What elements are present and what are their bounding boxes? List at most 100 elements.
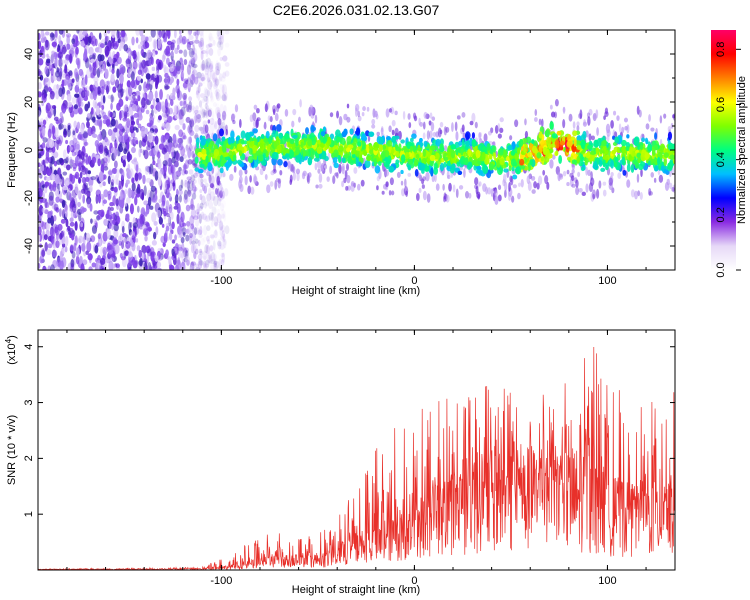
noise-speckle [63, 127, 67, 136]
noise-speckle [65, 43, 71, 50]
signal-cell [205, 155, 209, 163]
signal-cell [220, 159, 225, 167]
noise-speckle [91, 225, 98, 234]
noise-speckle [212, 254, 217, 260]
signal-cell [429, 145, 436, 151]
noise-speckle [186, 64, 192, 75]
noise-speckle [190, 243, 195, 254]
noise-speckle [154, 143, 159, 152]
noise-speckle [143, 185, 147, 197]
noise-speckle [198, 233, 203, 239]
noise-speckle [135, 193, 141, 198]
signal-halo [455, 188, 459, 199]
signal-halo [422, 190, 427, 201]
signal-cell [227, 136, 232, 145]
signal-cell [600, 167, 606, 172]
noise-speckle [73, 120, 77, 129]
signal-cell [626, 163, 631, 172]
spectrogram-signal-band [194, 98, 675, 206]
signal-cell [472, 159, 478, 166]
noise-speckle [208, 32, 214, 43]
noise-speckle [221, 115, 225, 121]
noise-speckle [38, 58, 44, 66]
noise-speckle [47, 265, 51, 270]
noise-speckle [219, 244, 225, 250]
signal-halo [590, 135, 595, 141]
noise-speckle [135, 90, 141, 97]
svg-text:2: 2 [23, 455, 35, 461]
noise-speckle [169, 259, 173, 265]
noise-speckle [145, 109, 150, 115]
signal-cell [289, 138, 295, 145]
noise-speckle [210, 234, 215, 240]
signal-halo [418, 187, 422, 194]
noise-speckle [135, 30, 141, 36]
noise-speckle [180, 252, 185, 259]
noise-speckle [156, 158, 160, 165]
svg-text:-40: -40 [23, 238, 35, 254]
signal-cell [468, 156, 473, 162]
noise-speckle [214, 65, 220, 76]
noise-speckle [75, 36, 79, 46]
noise-speckle [71, 96, 77, 104]
noise-speckle [182, 231, 186, 237]
noise-speckle [61, 59, 65, 64]
noise-speckle [189, 52, 195, 64]
noise-speckle [214, 120, 218, 130]
noise-speckle [42, 137, 48, 143]
noise-speckle [85, 232, 91, 243]
noise-speckle [200, 211, 205, 220]
noise-speckle [213, 230, 218, 239]
signal-halo [538, 118, 542, 126]
signal-cell [430, 167, 434, 177]
noise-speckle [146, 98, 149, 105]
noise-speckle [206, 193, 212, 202]
spectrogram-y-label: Frequency (Hz) [6, 112, 18, 188]
signal-halo [663, 113, 667, 119]
signal-halo [404, 178, 407, 188]
noise-speckle [84, 36, 89, 45]
signal-halo [531, 189, 536, 194]
signal-cell [602, 155, 609, 160]
noise-speckle [149, 163, 154, 175]
noise-speckle [201, 98, 206, 104]
signal-halo [508, 181, 511, 192]
signal-cell [601, 140, 607, 147]
noise-speckle [190, 79, 194, 88]
signal-cell [414, 169, 419, 177]
noise-speckle [51, 249, 58, 258]
signal-halo [396, 171, 401, 178]
noise-speckle [74, 174, 78, 179]
signal-halo [534, 117, 538, 122]
noise-speckle [135, 238, 139, 243]
noise-speckle [204, 88, 210, 99]
signal-halo [596, 188, 600, 199]
noise-speckle [190, 191, 195, 202]
signal-halo [423, 121, 426, 130]
noise-speckle [195, 37, 199, 43]
noise-speckle [176, 44, 180, 50]
noise-speckle [98, 239, 102, 248]
noise-speckle [186, 186, 192, 197]
noise-speckle [105, 85, 110, 95]
noise-speckle [141, 192, 145, 201]
noise-speckle [220, 235, 225, 241]
signal-halo [238, 169, 243, 177]
signal-halo [390, 190, 395, 196]
noise-speckle [199, 213, 202, 224]
noise-speckle [90, 176, 96, 181]
noise-speckle [83, 250, 87, 257]
noise-speckle [213, 216, 219, 227]
signal-halo [659, 115, 663, 124]
noise-speckle [181, 222, 187, 227]
signal-cell [457, 170, 463, 175]
signal-cell [212, 158, 216, 164]
signal-cell [400, 139, 405, 144]
noise-speckle [48, 139, 55, 148]
signal-halo [329, 165, 333, 175]
noise-speckle [188, 96, 193, 102]
signal-cell [555, 150, 559, 156]
noise-speckle [38, 226, 42, 236]
noise-speckle [213, 262, 218, 270]
svg-text:1: 1 [23, 511, 35, 517]
